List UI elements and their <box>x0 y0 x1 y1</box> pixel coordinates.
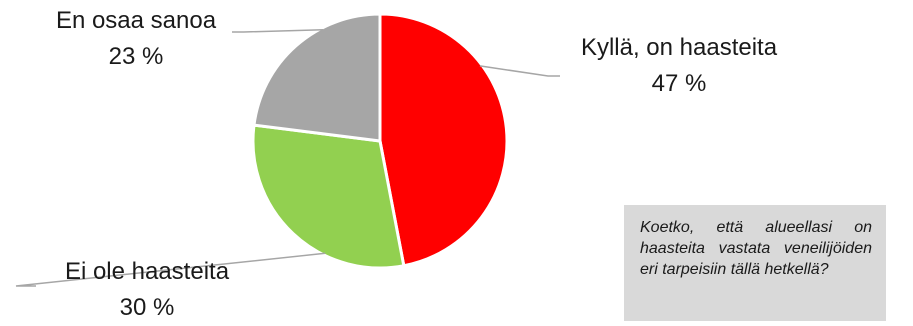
slice-label-en-osaa-value: 23 % <box>108 43 164 70</box>
slice-label-kylla: Kyllä, on haasteita 47 % <box>556 30 802 102</box>
slice-label-kylla-value: 47 % <box>651 70 707 97</box>
question-box: Koetko, että alueellasi on haasteita vas… <box>624 205 886 321</box>
slice-label-ei-ole: Ei ole haasteita 30 % <box>44 254 250 326</box>
slice-label-en-osaa-name: En osaa sanoa <box>55 7 217 34</box>
leader-line-kylla <box>479 65 560 77</box>
leader-line-ei-ole <box>15 252 326 287</box>
slice-label-ei-ole-name: Ei ole haasteita <box>64 258 230 285</box>
pie-slices <box>251 12 509 270</box>
pie-slice-ei-ole <box>251 123 406 270</box>
slice-label-kylla-name: Kyllä, on haasteita <box>580 34 778 61</box>
pie-slice-kylla <box>378 12 509 268</box>
leader-lines <box>15 28 560 287</box>
pie-slice-en-osaa <box>252 12 382 143</box>
slice-label-en-osaa: En osaa sanoa 23 % <box>38 3 234 75</box>
leader-line-en-osaa <box>232 28 324 33</box>
slice-label-ei-ole-value: 30 % <box>119 294 175 321</box>
